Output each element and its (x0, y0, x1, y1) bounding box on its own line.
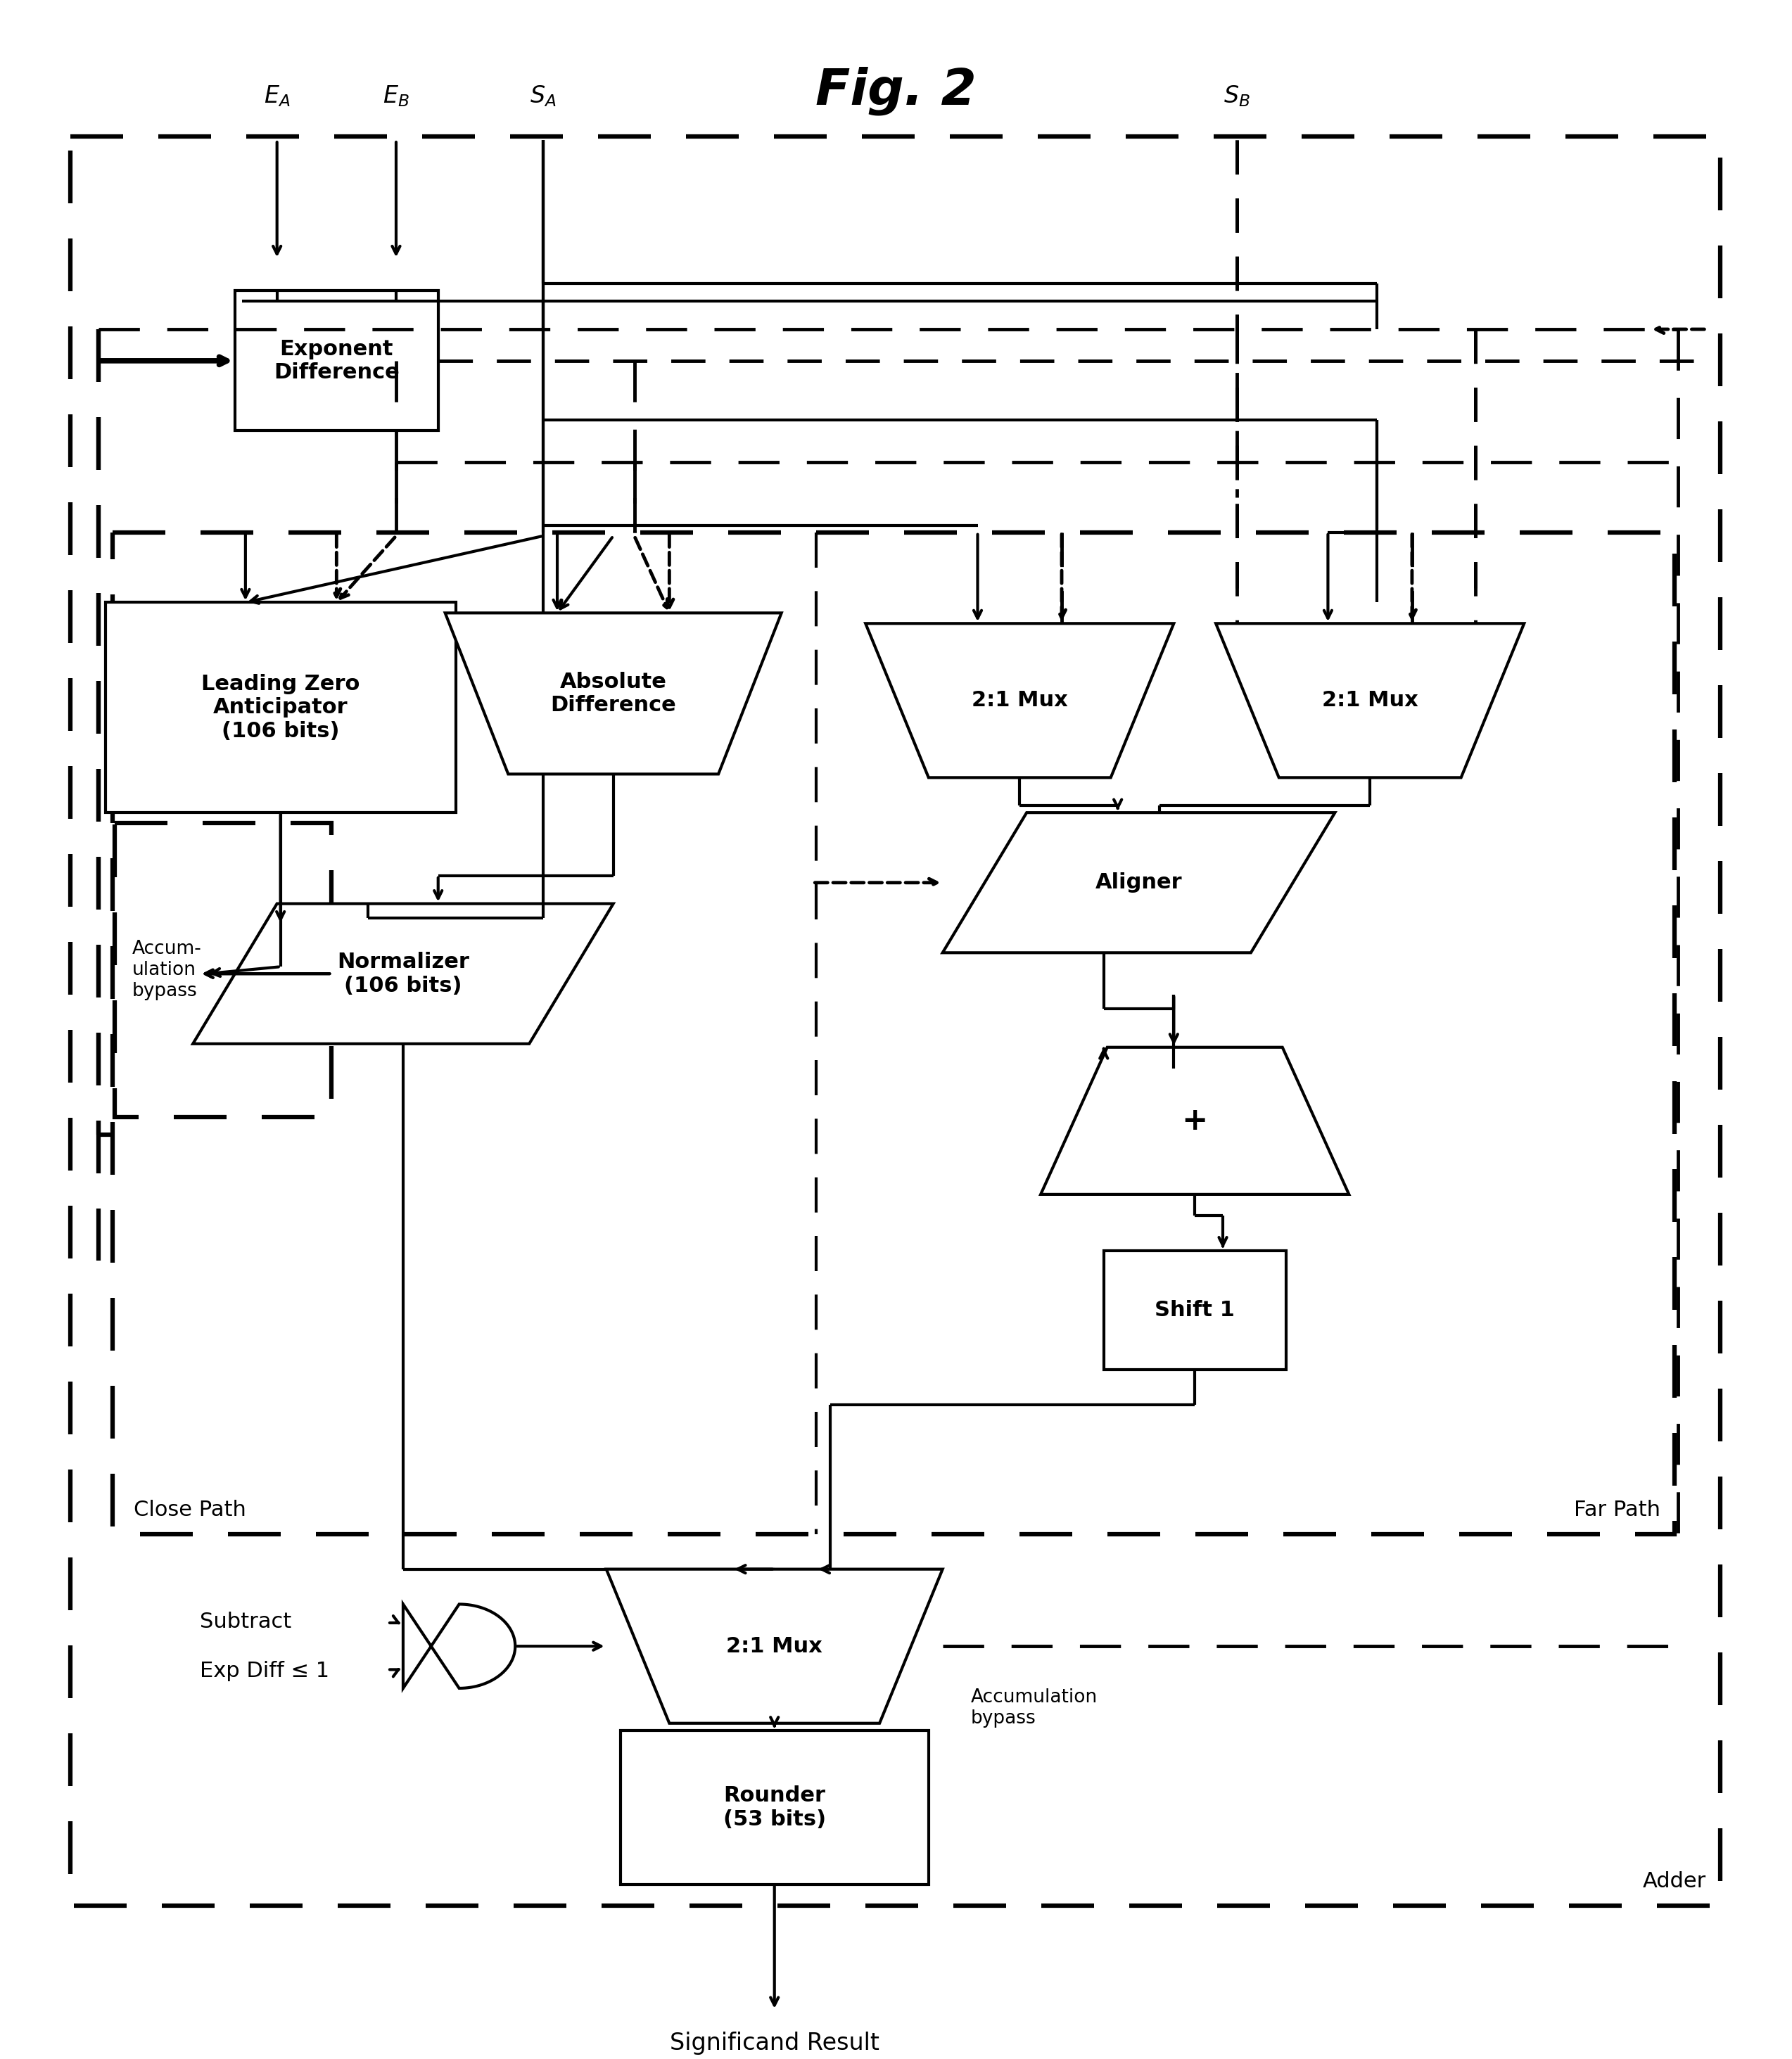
Text: 2:1 Mux: 2:1 Mux (726, 1637, 823, 1655)
Bar (620, 1730, 928, 1884)
Text: Far Path: Far Path (1573, 1499, 1661, 1520)
Polygon shape (866, 624, 1174, 778)
Polygon shape (943, 813, 1335, 953)
Polygon shape (606, 1569, 943, 1723)
Text: Rounder
(53 bits): Rounder (53 bits) (722, 1785, 826, 1828)
Polygon shape (403, 1604, 514, 1688)
Text: Fig. 2: Fig. 2 (815, 66, 977, 115)
Text: Accumulation
bypass: Accumulation bypass (971, 1688, 1097, 1728)
Bar (113, 533, 1676, 1534)
Text: Leading Zero
Anticipator
(106 bits): Leading Zero Anticipator (106 bits) (201, 673, 360, 741)
Text: Exp Diff ≤ 1: Exp Diff ≤ 1 (201, 1660, 330, 1680)
Bar (235, 290, 437, 430)
Text: Close Path: Close Path (133, 1499, 246, 1520)
Text: $E_B$: $E_B$ (383, 84, 409, 109)
Text: +: + (1181, 1106, 1208, 1137)
Polygon shape (1041, 1048, 1349, 1194)
Text: $E_A$: $E_A$ (263, 84, 290, 109)
Text: Significand Result: Significand Result (670, 2032, 880, 2055)
Bar (1104, 1250, 1287, 1369)
Text: Adder: Adder (1643, 1872, 1706, 1892)
Text: $S_B$: $S_B$ (1224, 84, 1251, 109)
Text: $S_A$: $S_A$ (530, 84, 557, 109)
Polygon shape (444, 614, 781, 774)
Text: Subtract: Subtract (201, 1612, 292, 1633)
Bar (70, 136, 1720, 1905)
Bar (106, 603, 455, 813)
Text: Normalizer
(106 bits): Normalizer (106 bits) (337, 951, 470, 997)
Text: Accum-
ulation
bypass: Accum- ulation bypass (133, 941, 201, 1001)
Text: Shift 1: Shift 1 (1154, 1299, 1235, 1320)
Polygon shape (1215, 624, 1525, 778)
Text: Exponent
Difference: Exponent Difference (274, 340, 400, 383)
Text: Aligner: Aligner (1095, 873, 1183, 894)
Text: 2:1 Mux: 2:1 Mux (1322, 690, 1417, 710)
Text: Absolute
Difference: Absolute Difference (550, 671, 676, 717)
Polygon shape (194, 904, 613, 1044)
Text: 2:1 Mux: 2:1 Mux (971, 690, 1068, 710)
Bar (115, 824, 332, 1118)
